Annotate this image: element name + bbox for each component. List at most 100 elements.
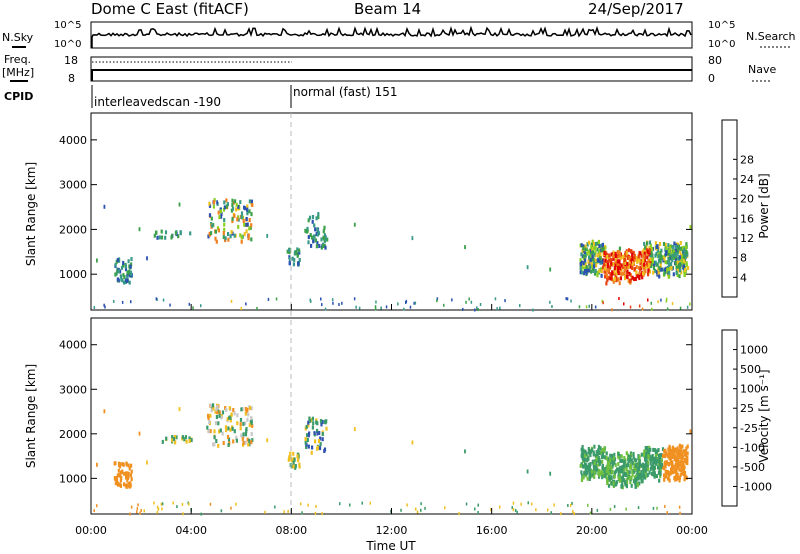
data-cell [249, 225, 252, 230]
data-cell [226, 417, 229, 421]
data-cell [161, 439, 164, 444]
data-cell [146, 460, 148, 465]
data-cell [560, 512, 562, 516]
data-cell [648, 240, 652, 245]
data-cell [331, 298, 334, 302]
data-cell [223, 218, 226, 222]
data-cell [566, 297, 569, 301]
data-cell [588, 240, 591, 245]
data-cell [305, 424, 308, 429]
data-cell [684, 268, 687, 272]
data-cell [584, 244, 587, 249]
data-cell [636, 274, 639, 279]
data-cell [246, 417, 249, 422]
data-cell [677, 244, 680, 249]
data-cell [679, 511, 681, 515]
data-cell [93, 509, 95, 513]
data-cell [117, 269, 120, 274]
data-cell [660, 298, 662, 302]
data-cell [227, 237, 230, 242]
data-cell [601, 451, 604, 456]
data-cell [553, 503, 555, 507]
data-cell [309, 419, 312, 423]
data-cell [663, 473, 666, 478]
data-cell [587, 467, 590, 472]
data-cell [643, 463, 646, 468]
data-cell [645, 244, 648, 249]
data-cell [322, 229, 325, 234]
data-cell [241, 407, 244, 411]
data-cell [138, 431, 141, 436]
data-cell [121, 300, 124, 304]
data-cell [413, 301, 415, 305]
data-cell [638, 271, 641, 276]
data-cell [223, 200, 226, 205]
data-cell [239, 200, 242, 205]
data-cell [633, 480, 637, 485]
data-cell [632, 250, 635, 255]
data-cell [240, 433, 243, 438]
data-cell [230, 299, 233, 303]
data-cell [292, 451, 295, 456]
data-cell [316, 227, 319, 232]
ytick-label: 2000 [59, 428, 87, 441]
data-cell [242, 432, 245, 437]
data-cell [581, 445, 584, 449]
data-cell [676, 247, 680, 252]
data-cell [477, 503, 479, 507]
data-cell [580, 447, 583, 452]
data-cell [681, 246, 684, 250]
data-cell [615, 480, 618, 485]
data-cell [551, 305, 553, 308]
data-cell [686, 305, 689, 309]
data-cell [616, 259, 619, 264]
data-cell [662, 242, 666, 246]
data-cell [476, 306, 478, 310]
data-cell [209, 403, 212, 408]
data-cell [321, 437, 324, 442]
data-cell [664, 260, 667, 265]
data-cell [526, 265, 529, 270]
data-cell [288, 260, 291, 265]
velocity-cbar-tick-label: 100 [740, 383, 761, 396]
data-cell [233, 429, 236, 434]
data-cell [390, 509, 392, 513]
data-cell [596, 241, 599, 246]
data-cell [683, 259, 686, 264]
data-cell [231, 203, 234, 207]
data-cell [293, 457, 296, 462]
data-cell [617, 268, 620, 273]
data-cell [626, 478, 629, 482]
data-cell [594, 454, 597, 458]
data-cell [679, 445, 682, 450]
data-cell [612, 279, 615, 284]
data-cell [592, 267, 595, 272]
data-cell [125, 461, 128, 466]
data-cell [614, 251, 617, 256]
data-cell [314, 439, 317, 444]
data-cell [129, 473, 132, 478]
data-cell [608, 258, 611, 263]
data-cell [589, 474, 592, 479]
data-cell [240, 239, 243, 244]
data-cell [550, 511, 552, 515]
data-cell [192, 306, 194, 310]
data-cell [660, 248, 663, 253]
data-cell [120, 475, 123, 480]
data-cell [250, 223, 253, 228]
data-cell [235, 438, 238, 443]
data-cell [516, 510, 518, 514]
data-cell [586, 242, 589, 247]
data-cell [582, 256, 585, 261]
data-cell [636, 259, 639, 264]
data-cell [597, 444, 601, 449]
data-cell [579, 257, 582, 262]
data-cell [153, 501, 155, 505]
data-cell [126, 270, 129, 275]
data-cell [223, 222, 226, 227]
data-cell [130, 257, 133, 261]
data-cell [628, 259, 631, 264]
data-cell [642, 271, 645, 276]
data-cell [414, 301, 417, 305]
data-cell [613, 270, 616, 275]
